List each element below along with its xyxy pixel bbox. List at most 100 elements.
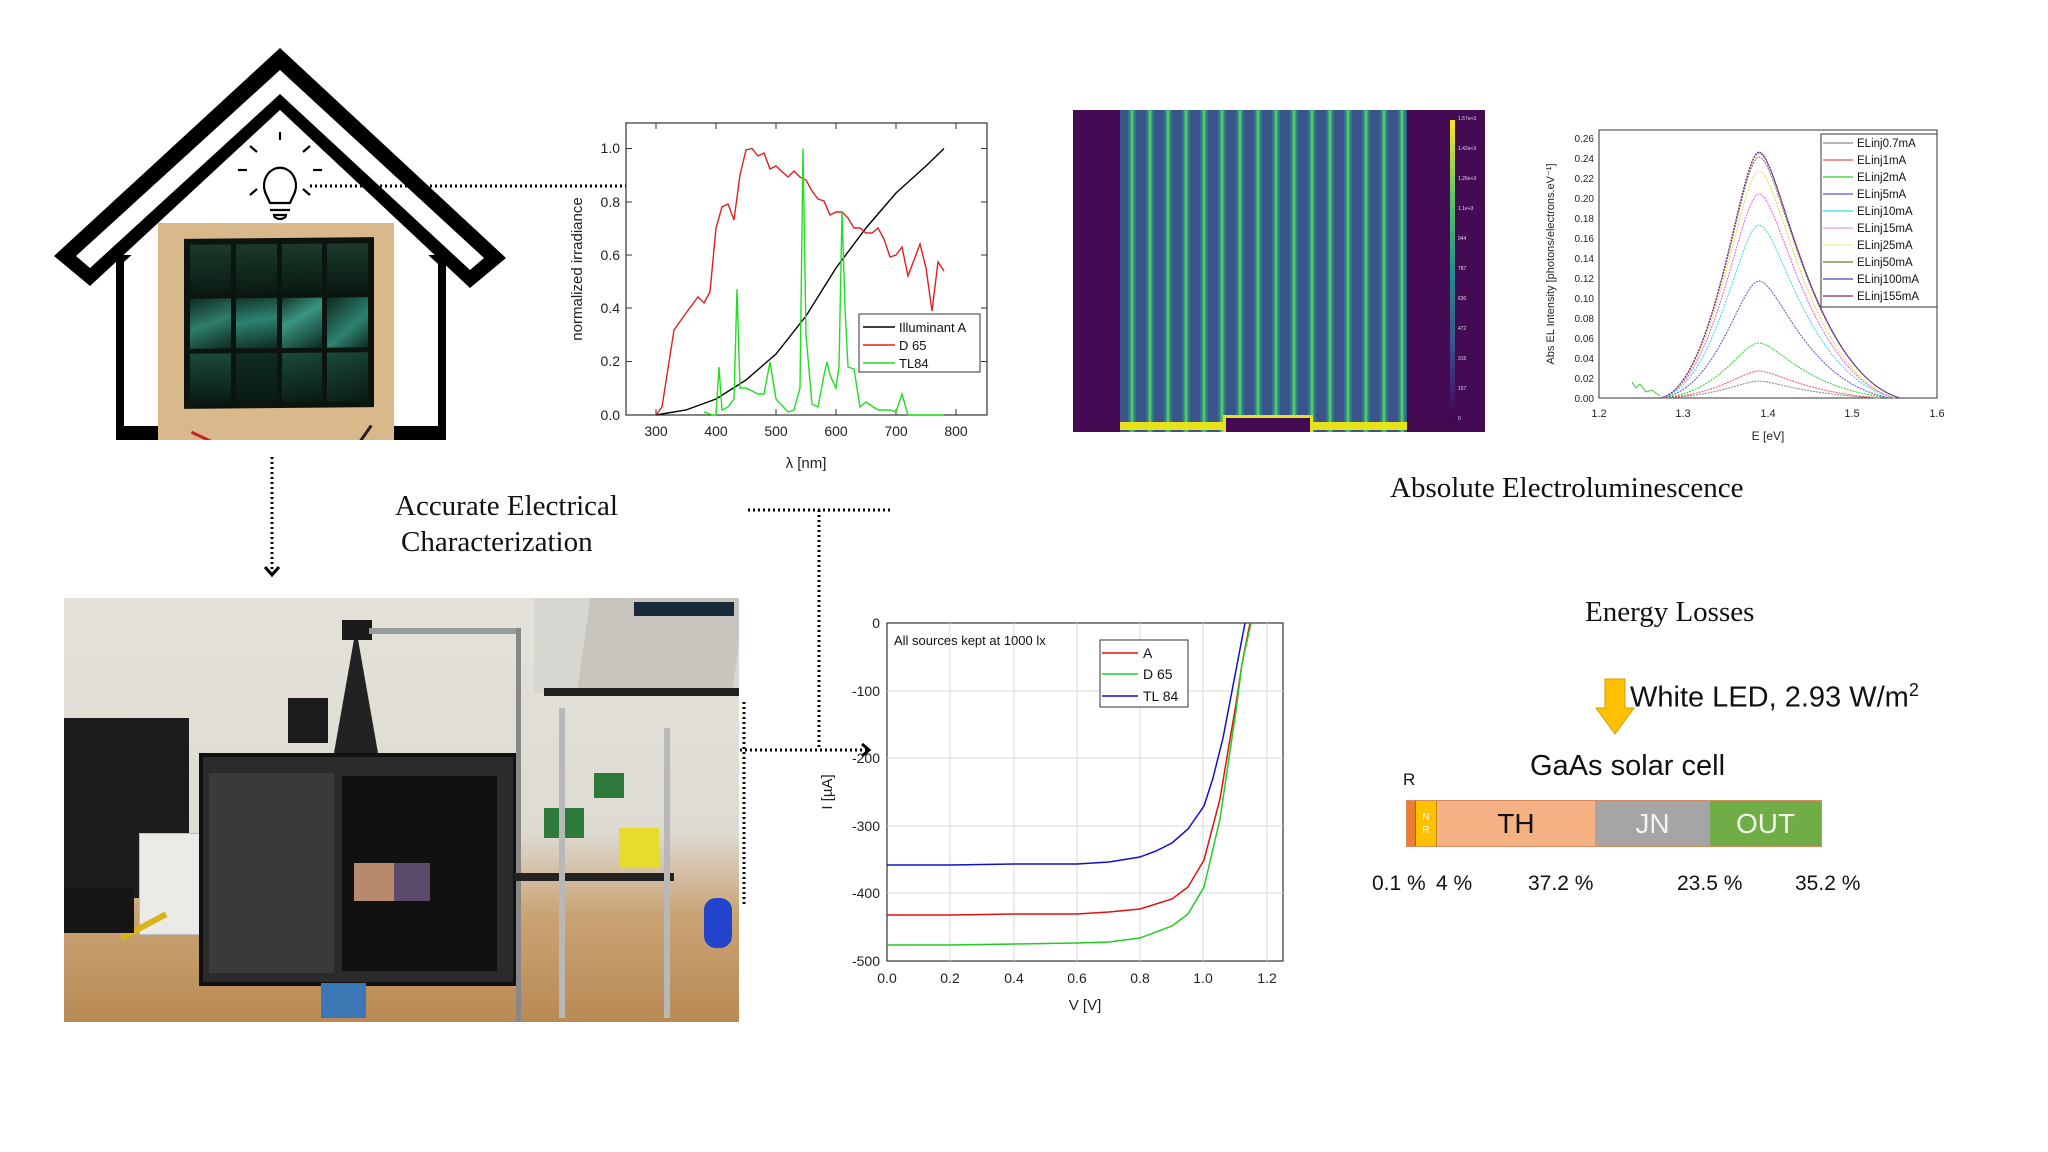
- svg-text:D 65: D 65: [899, 338, 926, 353]
- lab-setup-photo: [64, 598, 739, 1022]
- svg-text:1.0: 1.0: [1193, 970, 1213, 986]
- svg-text:ELinj155mA: ELinj155mA: [1857, 291, 1919, 303]
- colorbar-ticks: 1.57e+3 1.42e+3 1.26e+3 1.1e+3 944 787 6…: [1458, 116, 1477, 422]
- svg-text:ELinj50mA: ELinj50mA: [1857, 257, 1913, 269]
- svg-text:1.6: 1.6: [1929, 408, 1944, 420]
- svg-text:0.2: 0.2: [601, 353, 621, 369]
- svg-text:0.18: 0.18: [1575, 214, 1595, 225]
- svg-text:Illuminant A: Illuminant A: [899, 320, 967, 335]
- series-d65: [655, 147, 945, 416]
- series-tl84: [887, 622, 1246, 866]
- x-tick-labels: 300 400 500 600 700 800: [644, 423, 968, 439]
- segment-out: OUT: [1710, 801, 1821, 846]
- y-tick-labels: 0.00 0.02 0.04 0.06 0.08 0.10 0.12 0.14 …: [1575, 134, 1595, 405]
- svg-text:ELinj10mA: ELinj10mA: [1857, 206, 1913, 218]
- y-tick-labels: 0 -100 -200 -300 -400 -500: [852, 615, 880, 969]
- cell-label: GaAs solar cell: [1530, 750, 1726, 782]
- svg-text:-300: -300: [852, 818, 880, 834]
- svg-text:0: 0: [872, 615, 880, 631]
- svg-text:A: A: [1143, 645, 1153, 661]
- svg-text:ELinj25mA: ELinj25mA: [1857, 240, 1913, 252]
- svg-text:0.20: 0.20: [1575, 194, 1595, 205]
- x-axis-label: V [V]: [1069, 997, 1102, 1014]
- svg-text:1.5: 1.5: [1844, 408, 1859, 420]
- svg-text:800: 800: [944, 423, 968, 439]
- svg-text:0.22: 0.22: [1575, 174, 1595, 185]
- svg-text:0.04: 0.04: [1575, 354, 1595, 365]
- connector-vertical-setup: [742, 702, 746, 905]
- svg-text:0.00: 0.00: [1575, 394, 1595, 405]
- series-d65: [887, 622, 1252, 946]
- spectrum-chart: 0.0 0.2 0.4 0.6 0.8 1.0 300 400 500 600 …: [560, 110, 1020, 480]
- svg-text:1.3: 1.3: [1675, 408, 1690, 420]
- x-axis-label: E [eV]: [1752, 429, 1785, 443]
- absolute-el-label: Absolute Electroluminescence: [1390, 472, 1744, 504]
- svg-text:0.8: 0.8: [1130, 970, 1150, 986]
- x-axis-label: λ [nm]: [786, 455, 827, 472]
- light-source-label: White LED, 2.93 W/m2: [1630, 680, 1919, 714]
- svg-text:ELinj1mA: ELinj1mA: [1857, 155, 1907, 167]
- svg-text:-400: -400: [852, 885, 880, 901]
- segment-jn: JN: [1595, 801, 1710, 846]
- accurate-electrical-label: Accurate Electrical Characterization: [395, 490, 618, 558]
- energy-loss-diagram: White LED, 2.93 W/m2 GaAs solar cell R N…: [1372, 650, 2000, 920]
- connector-arrow-house-to-setup: [263, 457, 281, 578]
- segment-r: [1407, 801, 1416, 846]
- svg-text:0.14: 0.14: [1575, 254, 1595, 265]
- el-map-image: 1.57e+3 1.42e+3 1.26e+3 1.1e+3 944 787 6…: [1073, 110, 1485, 432]
- svg-text:0.08: 0.08: [1575, 314, 1595, 325]
- stacked-bar: N R TH JN OUT: [1406, 800, 1822, 847]
- svg-text:0.4: 0.4: [1004, 970, 1024, 986]
- svg-text:-200: -200: [852, 750, 880, 766]
- svg-text:0.26: 0.26: [1575, 134, 1595, 145]
- svg-text:D 65: D 65: [1143, 666, 1173, 682]
- abs-el-chart: 0.00 0.02 0.04 0.06 0.08 0.10 0.12 0.14 …: [1540, 120, 1980, 450]
- svg-text:ELinj15mA: ELinj15mA: [1857, 223, 1913, 235]
- solar-module-photo: [158, 223, 394, 440]
- svg-text:400: 400: [704, 423, 728, 439]
- energy-losses-label: Energy Losses: [1585, 596, 1755, 628]
- svg-text:0.16: 0.16: [1575, 234, 1595, 245]
- segment-nr: N R: [1416, 801, 1437, 846]
- svg-text:1.0: 1.0: [601, 140, 621, 156]
- y-axis-label: I [µA]: [820, 774, 836, 809]
- down-arrow-icon: [1595, 678, 1635, 735]
- svg-text:300: 300: [644, 423, 668, 439]
- svg-text:600: 600: [824, 423, 848, 439]
- house-section: [40, 40, 520, 460]
- colorbar: [1450, 120, 1455, 420]
- series-tl84: [703, 148, 944, 416]
- svg-text:0.4: 0.4: [601, 300, 621, 316]
- svg-text:TL84: TL84: [899, 356, 929, 371]
- x-tick-labels: 1.2 1.3 1.4 1.5 1.6: [1591, 408, 1944, 420]
- svg-text:0.0: 0.0: [877, 970, 897, 986]
- svg-text:0.24: 0.24: [1575, 154, 1595, 165]
- svg-text:ELinj2mA: ELinj2mA: [1857, 172, 1907, 184]
- svg-text:0.06: 0.06: [1575, 334, 1595, 345]
- svg-text:500: 500: [764, 423, 788, 439]
- svg-text:0.0: 0.0: [601, 407, 621, 423]
- svg-text:0.02: 0.02: [1575, 374, 1595, 385]
- svg-text:1.2: 1.2: [1257, 970, 1277, 986]
- iv-curve-chart: 0 -100 -200 -300 -400 -500 0.0 0.2 0.4 0…: [819, 610, 1310, 1030]
- svg-text:0.8: 0.8: [601, 194, 621, 210]
- y-axis-label: normalized irradiance: [569, 197, 586, 340]
- svg-text:ELinj5mA: ELinj5mA: [1857, 189, 1907, 201]
- svg-text:0.6: 0.6: [601, 247, 621, 263]
- chart-legend: A D 65 TL 84: [1099, 639, 1189, 708]
- el-spectra-series: [1631, 151, 1901, 399]
- svg-text:0.10: 0.10: [1575, 294, 1595, 305]
- y-axis-label: Abs EL Intensity [photons/electrons.eV⁻¹…: [1545, 163, 1557, 364]
- svg-text:ELinj0.7mA: ELinj0.7mA: [1857, 138, 1916, 150]
- series-a: [887, 622, 1251, 916]
- svg-text:-500: -500: [852, 953, 880, 969]
- svg-text:1.4: 1.4: [1760, 408, 1775, 420]
- svg-text:-100: -100: [852, 683, 880, 699]
- chart-legend: ELinj0.7mA ELinj1mA ELinj2mA ELinj5mA EL…: [1820, 133, 1938, 308]
- light-bulb-icon: [238, 132, 322, 221]
- x-tick-labels: 0.0 0.2 0.4 0.6 0.8 1.0 1.2: [877, 970, 1277, 986]
- y-tick-labels: 0.0 0.2 0.4 0.6 0.8 1.0: [601, 140, 621, 423]
- svg-text:700: 700: [884, 423, 908, 439]
- connector-arrow-to-iv-chart: [740, 508, 890, 758]
- svg-text:0.6: 0.6: [1067, 970, 1087, 986]
